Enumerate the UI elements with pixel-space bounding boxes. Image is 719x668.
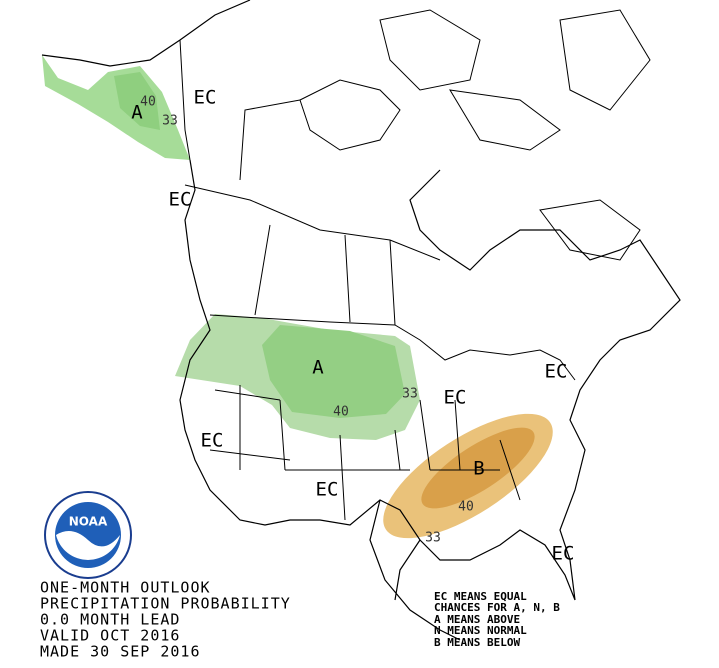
title-line: VALID OCT 2016 [40, 627, 180, 645]
ec-label: EC [201, 430, 224, 452]
ec-label: EC [444, 387, 467, 409]
category-label: A [131, 102, 143, 124]
ec-label: EC [194, 87, 217, 109]
logo-wave [56, 531, 120, 560]
title-block: ONE-MONTH OUTLOOK PRECIPITATION PROBABIL… [40, 579, 291, 661]
legend-line: EC MEANS EQUAL [434, 590, 527, 603]
canada-border [209, 314, 576, 381]
above-area-alaska-40 [114, 72, 160, 130]
contour-label: 33 [162, 114, 178, 129]
state-lines [209, 385, 521, 521]
map-lines [41, 0, 681, 641]
title-line: ONE-MONTH OUTLOOK [40, 579, 211, 597]
legend-line: A MEANS ABOVE [434, 613, 520, 626]
coastline-west [41, 0, 681, 601]
title-line: 0.0 MONTH LEAD [40, 611, 180, 629]
above-area-alaska [42, 55, 190, 160]
legend-block: EC MEANS EQUAL CHANCES FOR A, N, B A MEA… [434, 590, 560, 649]
province-lines [184, 99, 441, 326]
contour-label: 40 [140, 95, 156, 110]
category-label: B [473, 458, 484, 480]
map-labels: EC A 40 33 EC A 33 40 EC EC EC EC B 40 3… [131, 87, 574, 565]
legend-line: B MEANS BELOW [434, 636, 520, 649]
legend-line: CHANCES FOR A, N, B [434, 601, 560, 614]
contour-label: 40 [458, 500, 474, 515]
legend-line: N MEANS NORMAL [434, 624, 527, 637]
contour-label: 33 [425, 531, 441, 546]
ec-label: EC [169, 189, 192, 211]
coastline-gulf [369, 499, 461, 641]
alaska-border [179, 39, 191, 161]
title-line: MADE 30 SEP 2016 [40, 643, 201, 661]
noaa-logo: NOAA [44, 491, 132, 579]
above-area-nw-40 [262, 325, 405, 418]
logo-text: NOAA [69, 515, 108, 529]
title-line: PRECIPITATION PROBABILITY [40, 595, 291, 613]
contour-label: 40 [333, 405, 349, 420]
probability-areas [42, 55, 553, 539]
ec-label: EC [545, 361, 568, 383]
category-label: A [312, 357, 324, 379]
contour-label: 33 [402, 387, 418, 402]
below-area-40 [421, 427, 535, 509]
ec-label: EC [316, 479, 339, 501]
islands [299, 9, 651, 261]
ec-label: EC [552, 543, 575, 565]
